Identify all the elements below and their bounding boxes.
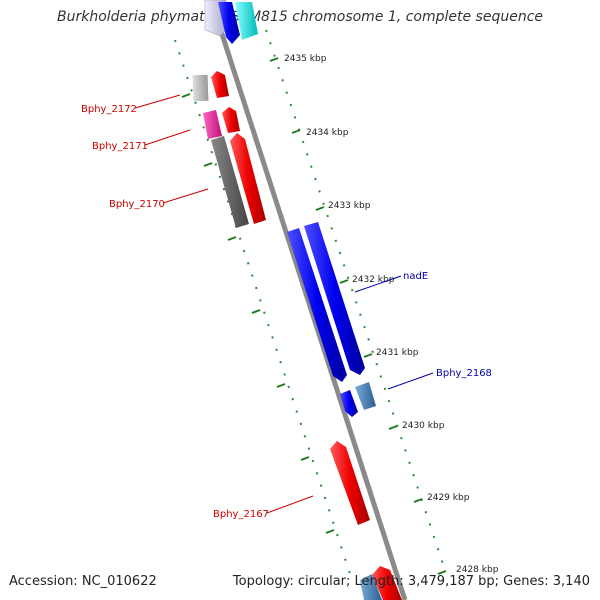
kbp-tick-marks — [181, 57, 447, 575]
gene-label-bphy-2171[interactable]: Bphy_2171 — [92, 141, 148, 152]
gene-top-cyan[interactable] — [235, 2, 258, 40]
gene-label-bphy-2167[interactable]: Bphy_2167 — [213, 509, 269, 520]
gene-red-2167[interactable] — [330, 441, 370, 525]
gene-red-2170[interactable] — [230, 133, 266, 224]
leader-bphy-2172 — [134, 94, 181, 109]
kbp-label-2434: 2434 kbp — [306, 128, 349, 138]
gene-label-bphy-2170[interactable]: Bphy_2170 — [109, 199, 165, 210]
gene-pink-2171[interactable] — [203, 110, 222, 139]
genome-backbone — [208, 0, 408, 600]
map-title: Burkholderia phymatum STM815 chromosome … — [56, 9, 543, 25]
gene-bottom-red[interactable] — [372, 566, 402, 600]
leader-bphy-2168 — [387, 372, 434, 390]
genome-summary-text: Topology: circular; Length: 3,479,187 bp… — [232, 574, 590, 589]
gene-gray-2170[interactable] — [211, 136, 249, 228]
gene-red-2172[interactable] — [211, 71, 229, 98]
leader-bphy-2171 — [144, 129, 191, 146]
gene-label-nade[interactable]: nadE — [403, 271, 428, 282]
gene-bottom-steel[interactable] — [360, 574, 382, 600]
kbp-label-2429: 2429 kbp — [427, 493, 470, 503]
gene-label-bphy-2172[interactable]: Bphy_2172 — [81, 104, 137, 115]
kbp-label-2435: 2435 kbp — [284, 54, 327, 64]
kbp-label-2432: 2432 kbp — [352, 275, 395, 285]
kbp-label-2430: 2430 kbp — [402, 421, 445, 431]
gene-blue-2168-small[interactable] — [340, 390, 358, 417]
gene-top-blue[interactable] — [218, 2, 240, 44]
kbp-label-2428: 2428 kbp — [456, 565, 499, 575]
gene-red-2171[interactable] — [222, 107, 240, 133]
gene-blue-nade-right[interactable] — [304, 222, 365, 375]
kbp-label-2431: 2431 kbp — [376, 348, 419, 358]
leader-bphy-2170 — [162, 188, 209, 204]
gene-blue-nade-left[interactable] — [287, 228, 347, 382]
accession-text: Accession: NC_010622 — [9, 574, 157, 589]
leader-bphy-2167 — [266, 495, 314, 514]
gene-label-bphy-2168[interactable]: Bphy_2168 — [436, 368, 492, 379]
leader-nade — [354, 275, 402, 293]
gene-steel-2168[interactable] — [355, 382, 376, 410]
gene-lightgray-2172[interactable] — [192, 74, 209, 102]
kbp-label-2433: 2433 kbp — [328, 201, 371, 211]
